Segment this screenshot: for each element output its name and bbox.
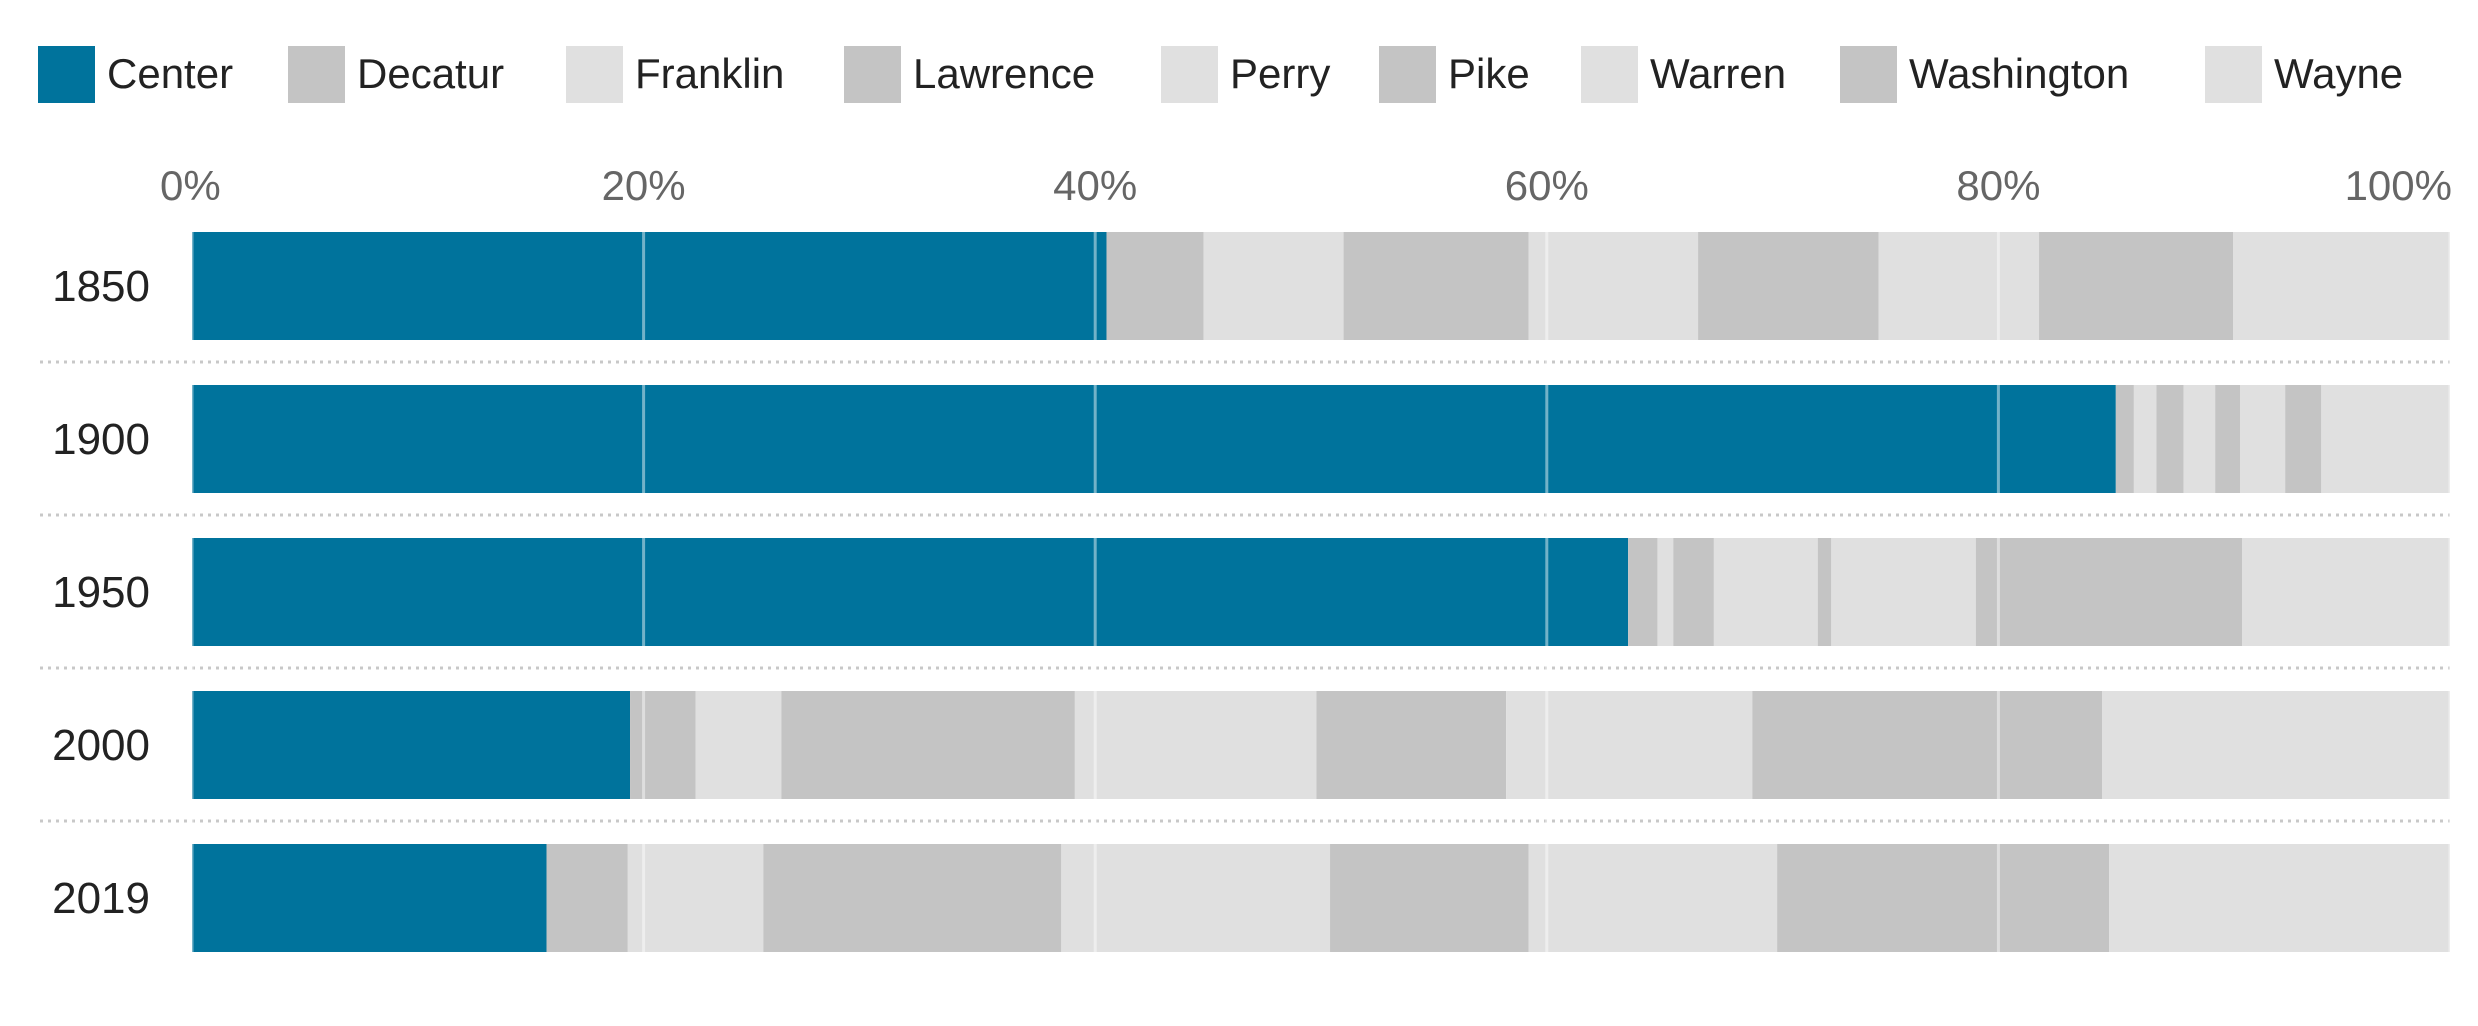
x-axis-ticks: 0% 20% 40% 60% 80% 100% <box>160 162 2452 209</box>
bar-segment <box>1316 691 1507 799</box>
legend-item: Lawrence <box>844 44 1095 104</box>
legend-swatch <box>1161 45 1218 103</box>
legend-swatch <box>38 45 95 103</box>
legend-label: Wayne <box>2274 50 2404 97</box>
bar-segment <box>192 385 2116 493</box>
bar-segment <box>1878 232 2040 340</box>
legend-swatch <box>844 45 901 103</box>
bar-segment <box>2133 385 2157 493</box>
category-labels: 1850 1900 1950 2000 2019 <box>52 262 150 923</box>
legend-label: Pike <box>1448 50 1530 97</box>
bar-segment <box>2215 385 2241 493</box>
x-tick-label: 100% <box>2345 162 2452 209</box>
legend-item: Washington <box>1840 44 2129 104</box>
bar-segment <box>1061 844 1331 952</box>
legend-item: Perry <box>1161 44 1330 104</box>
legend-label: Washington <box>1909 50 2130 97</box>
bar-segment <box>1777 844 2110 952</box>
legend-label: Center <box>107 50 234 97</box>
bar-segment <box>2109 844 2450 952</box>
bar-segment <box>2240 385 2286 493</box>
bar-segment <box>1975 538 2243 646</box>
bar-segment <box>2285 385 2322 493</box>
bar-segment <box>781 691 1075 799</box>
legend-item: Decatur <box>288 44 504 104</box>
bar-segment <box>1713 538 1818 646</box>
bar-segment <box>1506 691 1753 799</box>
category-label: 1950 <box>52 568 150 617</box>
bar-segment <box>695 691 782 799</box>
bar-segment <box>627 844 764 952</box>
category-label: 2019 <box>52 874 150 923</box>
bar-segment <box>1074 691 1317 799</box>
bar-segment <box>2115 385 2134 493</box>
bar-segment <box>1817 538 1832 646</box>
x-tick-label: 80% <box>1956 162 2040 209</box>
bar-segment <box>1628 538 1658 646</box>
bar-segment <box>1831 538 1976 646</box>
bar-segment <box>192 844 547 952</box>
bar-segment <box>546 844 628 952</box>
legend-label: Perry <box>1230 50 1331 97</box>
legend-item: Wayne <box>2205 44 2403 104</box>
bar-segment <box>192 691 631 799</box>
legend-swatch <box>2205 45 2262 103</box>
bar-segment <box>192 538 1629 646</box>
row-separators <box>40 360 2450 823</box>
category-label: 1900 <box>52 415 150 464</box>
legend-swatch <box>566 45 623 103</box>
legend-item: Pike <box>1379 44 1530 104</box>
bar-segment <box>1698 232 1879 340</box>
gridlines <box>190 232 2452 952</box>
legend-swatch <box>1581 45 1638 103</box>
x-tick-label: 40% <box>1053 162 1137 209</box>
bar-segment <box>1330 844 1529 952</box>
bar-segment <box>2102 691 2450 799</box>
bar-segment <box>1528 844 1778 952</box>
bar-segment <box>1203 232 1344 340</box>
legend: Center Decatur Franklin Lawrence Perry Pike Wa… <box>38 44 2458 104</box>
legend-label: Franklin <box>635 50 785 97</box>
x-tick-label: 0% <box>160 162 221 209</box>
bar-segment <box>2183 385 2216 493</box>
bar-segment <box>1528 232 1699 340</box>
bar-segment <box>1673 538 1714 646</box>
bar-segment <box>2039 232 2234 340</box>
bar-segment <box>2156 385 2184 493</box>
legend-swatch <box>288 45 345 103</box>
x-tick-label: 20% <box>602 162 686 209</box>
bar-segment <box>1106 232 1204 340</box>
bar-segment <box>192 232 1107 340</box>
bar-segment <box>763 844 1062 952</box>
legend-item: Franklin <box>566 44 784 104</box>
bar-segment <box>2242 538 2450 646</box>
bar-segment <box>1657 538 1674 646</box>
x-tick-label: 60% <box>1505 162 1589 209</box>
bars <box>192 232 2450 952</box>
bar-segment <box>1752 691 2103 799</box>
legend-label: Lawrence <box>913 50 1096 97</box>
legend-swatch <box>1840 45 1897 103</box>
bar-segment <box>2233 232 2450 340</box>
bar-segment <box>2321 385 2450 493</box>
legend-swatch <box>1379 45 1436 103</box>
category-label: 1850 <box>52 262 150 311</box>
legend-label: Decatur <box>357 50 505 97</box>
legend-item: Center <box>38 44 233 104</box>
legend-item: Warren <box>1581 44 1786 104</box>
bar-segment <box>1343 232 1529 340</box>
category-label: 2000 <box>52 721 150 770</box>
bar-segment <box>630 691 696 799</box>
legend-label: Warren <box>1650 50 1787 97</box>
